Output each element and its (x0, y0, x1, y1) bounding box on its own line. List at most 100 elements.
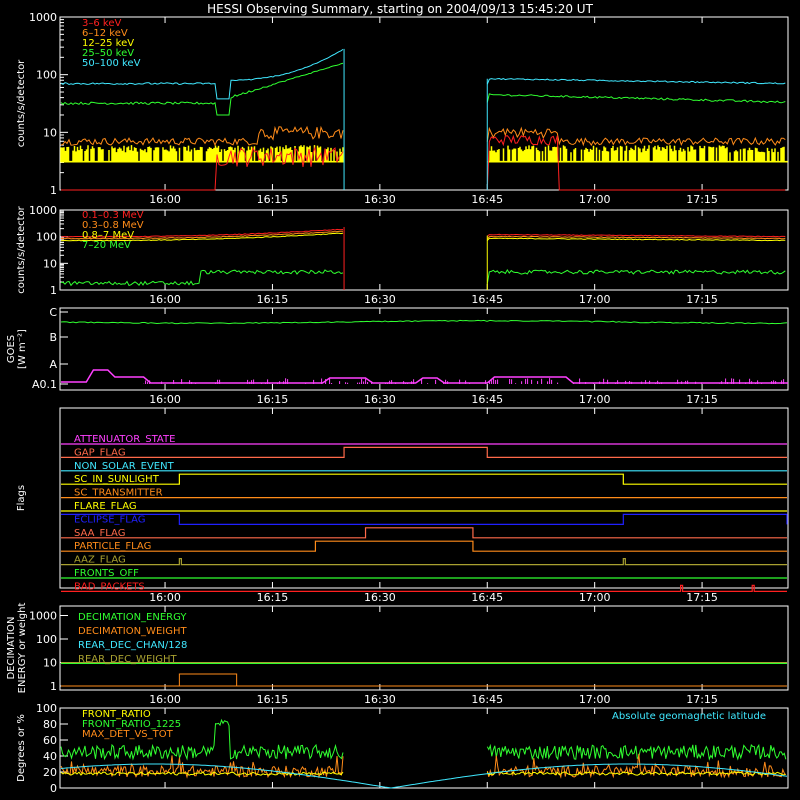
y-tick-label: 1 (50, 284, 57, 297)
y-tick-label: 40 (43, 750, 57, 763)
flag-label: BAD_PACKETS (74, 581, 145, 592)
x-tick-label: 17:15 (686, 591, 718, 604)
max-det-vs-tot-trace (486, 753, 787, 779)
flag-trace (61, 513, 788, 525)
series-0-3-0-8-mev (61, 230, 343, 240)
front-ratio-1225-trace (486, 743, 787, 761)
flag-label: ECLIPSE_FLAG (74, 514, 145, 525)
goes-panel: 16:00 16:15 16:30 16:45 17:00 17:15 GOES [W m⁻²… (6, 306, 789, 406)
decimation-frame (59, 605, 789, 691)
y-axis-label: [W m⁻²] (17, 329, 28, 369)
legend-entry: REAR_DEC_WEIGHT (78, 654, 177, 665)
lightcurve-frame (59, 16, 789, 191)
goes-short-noise (143, 378, 785, 384)
flag-label: ATTENUATOR_STATE (74, 434, 175, 445)
ratios-frame (59, 707, 789, 789)
y-tick-label: 100 (36, 231, 57, 244)
decimation-panel: 16:00 16:15 16:30 16:45 17:00 17:15 DECIMATION… (6, 603, 789, 706)
x-tick-label: 16:45 (471, 193, 503, 206)
x-tick-label: 16:30 (364, 193, 396, 206)
flag-trace (61, 540, 787, 552)
legend-entry: DECIMATION_ENERGY (78, 612, 187, 623)
y-tick-label: 80 (43, 718, 57, 731)
x-tick-label: 16:30 (364, 293, 396, 306)
flag-label: AAZ_FLAG (74, 555, 126, 566)
flag-label: PARTICLE_FLAG (74, 541, 151, 552)
series-12-25-kev (60, 145, 788, 163)
x-tick-label: 16:00 (149, 193, 181, 206)
y-tick-label: 1000 (29, 204, 57, 217)
x-tick-label: 17:00 (579, 393, 611, 406)
y-tick-label: 1 (50, 680, 57, 693)
series-0-8-7-mev (60, 232, 344, 242)
series-25-50-kev (486, 93, 786, 104)
series-0-1-0-3-mev (60, 228, 344, 238)
flags-frame (59, 407, 789, 589)
y-tick-label: 1000 (29, 610, 57, 623)
front-ratio-trace (60, 771, 344, 776)
flag-label: SC_IN_SUNLIGHT (74, 474, 160, 485)
flags-panel: 16:00 16:15 16:30 16:45 17:00 17:15 Flags ATTEN… (16, 407, 789, 604)
goes-frame (59, 307, 789, 391)
x-tick-label: 16:45 (471, 393, 503, 406)
geomagnetic-latitude-trace (60, 763, 788, 789)
legend-entry: 25–50 keV (82, 48, 134, 59)
x-tick-label: 16:15 (257, 393, 289, 406)
series-25-50-kev (60, 62, 344, 116)
x-tick-label: 16:00 (149, 293, 181, 306)
y-tick-label: 10 (43, 126, 57, 139)
goes-long-channel (60, 319, 788, 325)
x-tick-label: 16:00 (149, 591, 181, 604)
y-axis-label: counts/s/detector (16, 205, 27, 293)
y-axis-label: DECIMATION (6, 616, 17, 679)
x-tick-label: 16:30 (364, 393, 396, 406)
y-tick-label: 100 (36, 69, 57, 82)
series-7-20-mev (60, 269, 344, 287)
legend-entry: 50–100 keV (82, 58, 141, 69)
x-tick-label: 16:15 (257, 293, 289, 306)
x-tick-label: 16:45 (471, 693, 503, 706)
y-axis-label: Degrees or % (16, 714, 27, 782)
legend-entry: 7–20 MeV (82, 240, 131, 251)
y-tick-label: 1 (50, 184, 57, 197)
x-tick-label: 17:15 (686, 393, 718, 406)
x-tick-label: 16:15 (257, 591, 289, 604)
flag-label: SC_TRANSMITTER (74, 488, 163, 499)
x-tick-label: 17:00 (579, 591, 611, 604)
highenergy-frame (59, 209, 789, 291)
x-tick-label: 17:00 (579, 293, 611, 306)
y-axis-label: counts/s/detector (16, 59, 27, 147)
legend-entry: 6–12 keV (82, 28, 128, 39)
goes-short-channel (61, 369, 788, 384)
y-axis-label: ENERGY or weight (17, 603, 28, 694)
lightcurve-panel: 16:00 16:15 16:30 16:45 17:00 17:15 counts/s/d… (16, 11, 789, 206)
x-tick-label: 16:30 (364, 693, 396, 706)
x-tick-label: 17:15 (686, 693, 718, 706)
legend-entry: 12–25 keV (82, 38, 134, 49)
y-axis-label: GOES (6, 335, 17, 363)
y-tick-label: C (49, 306, 57, 319)
x-tick-label: 16:45 (471, 591, 503, 604)
highenergy-panel: 16:00 16:15 16:30 16:45 17:00 17:15 counts/s/d… (16, 204, 789, 306)
flag-label: GAP_FLAG (74, 447, 126, 458)
series-0-1-0-3-mev (486, 233, 786, 238)
x-tick-label: 17:00 (579, 693, 611, 706)
y-tick-label: 1000 (29, 11, 57, 24)
y-tick-label: 20 (43, 766, 57, 779)
flag-trace (61, 584, 787, 592)
x-tick-label: 16:30 (364, 591, 396, 604)
legend-entry: MAX_DET_VS_TOT (82, 729, 174, 740)
series-0-8-7-mev (486, 237, 786, 242)
legend-entry: REAR_DEC_CHAN/128 (78, 640, 187, 651)
max-det-vs-tot-trace (60, 755, 344, 779)
flag-trace (61, 446, 787, 458)
legend-entry: FRONT_RATIO_1225 (82, 719, 181, 730)
series-50-100-kev (486, 77, 786, 85)
series-6-12-kev (486, 126, 786, 147)
series-3-6-kev (61, 145, 344, 191)
legend-entry: DECIMATION_WEIGHT (78, 626, 187, 637)
x-tick-label: 17:00 (579, 193, 611, 206)
legend-entry: FRONT_RATIO (82, 709, 151, 720)
y-tick-label: 10 (43, 257, 57, 270)
